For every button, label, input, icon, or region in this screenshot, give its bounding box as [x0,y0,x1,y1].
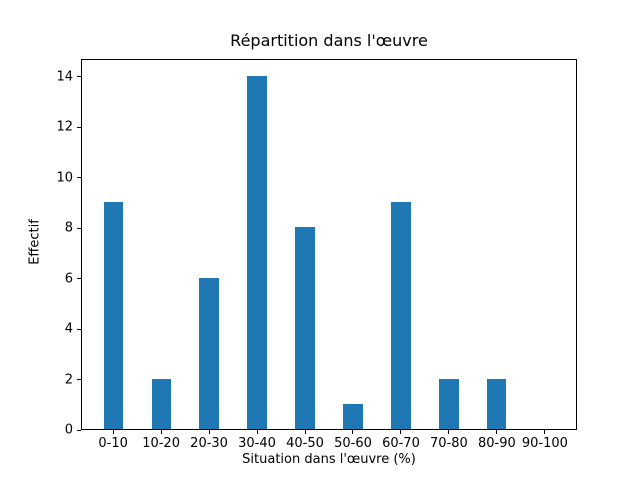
y-tick-mark [77,429,81,431]
x-axis-ticks: 0-10 10-20 20-30 30-40 40-50 50-60 60-70 70-80 8… [81,430,577,460]
y-tick-label: 12 [56,119,73,135]
bar [487,378,507,429]
bar [103,201,123,429]
x-tick-label: 30-40 [238,436,276,451]
y-tick-mark [77,328,81,330]
y-tick-label: 6 [64,271,73,287]
y-tick-label: 14 [56,69,73,85]
y-tick-mark [77,278,81,280]
y-tick-mark [77,177,81,179]
x-tick-label: 0-10 [98,436,128,451]
x-tick-label: 50-60 [334,436,372,451]
bar [199,277,219,429]
x-tick-mark [112,430,114,434]
x-tick-mark [352,430,354,434]
x-tick-label: 60-70 [382,436,420,451]
x-tick-mark [448,430,450,434]
x-tick-mark [304,430,306,434]
plot-area [81,59,577,430]
x-tick-label: 40-50 [286,436,324,451]
x-tick-mark [496,430,498,434]
x-axis-label: Situation dans l'œuvre (%) [242,452,416,467]
x-tick-mark [544,430,546,434]
y-tick-label: 8 [64,220,73,236]
chart-title: Répartition dans l'œuvre [230,31,428,50]
x-tick-label: 90-100 [521,436,568,451]
bar [391,201,411,429]
bar [151,378,171,429]
x-tick-label: 80-90 [478,436,516,451]
x-tick-mark [208,430,210,434]
y-tick-label: 2 [64,372,73,388]
bar [439,378,459,429]
y-tick-mark [77,379,81,381]
y-tick-mark [77,76,81,78]
y-tick-label: 10 [56,170,73,186]
x-tick-label: 20-30 [190,436,228,451]
y-tick-mark [77,126,81,128]
x-tick-label: 10-20 [142,436,180,451]
x-tick-mark [256,430,258,434]
y-tick-label: 0 [64,422,73,438]
bar [343,403,363,429]
y-tick-mark [77,227,81,229]
x-tick-mark [160,430,162,434]
x-tick-label: 70-80 [430,436,468,451]
y-axis-ticks: 0 2 4 6 8 10 12 14 [0,59,81,438]
y-tick-label: 4 [64,321,73,337]
x-tick-mark [400,430,402,434]
bar [295,227,315,429]
bar [247,75,267,429]
